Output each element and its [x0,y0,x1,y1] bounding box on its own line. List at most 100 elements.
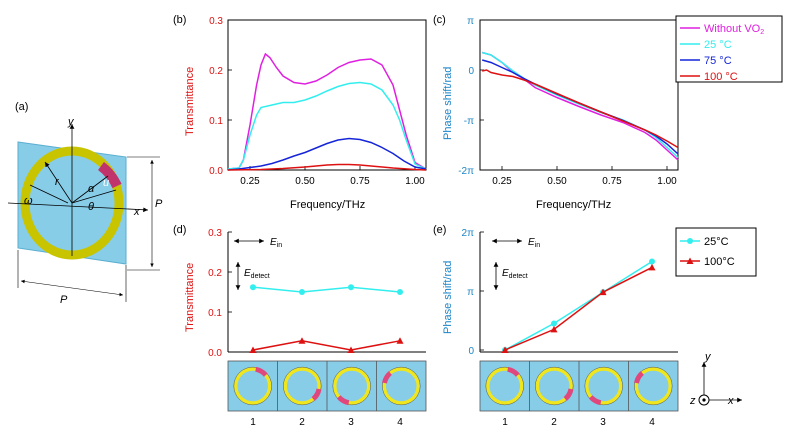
cell-ring-outline [233,366,272,406]
legend-box-e [675,227,757,277]
coord-y-label: y [704,351,712,363]
legend-entry: 100 °C [704,71,738,83]
x-tick-label: 0.50 [295,176,315,187]
cell-vo2-segment [255,366,268,377]
data-point [347,346,355,353]
series-line [227,52,427,170]
panel-e-series [501,258,656,353]
panel-e-unit-cells [479,360,679,412]
x-tick-label: 3 [600,417,606,428]
series-line [481,51,679,161]
panel-b-y-ticks: 0.0 0.1 0.2 0.3 [209,16,232,177]
panel-c-frame [479,19,679,171]
series-line [252,340,401,351]
data-point [298,337,306,344]
data-point [551,320,557,327]
data-point [299,289,305,295]
x-tick-label: 1 [502,417,508,428]
x-tick-label: 4 [649,417,655,428]
legend-subscript: 2 [760,29,764,36]
width-line [29,184,69,204]
angle-line-2 [71,189,117,204]
e-in-label-e: Ein [528,237,540,249]
cell-ring [634,367,672,405]
cell-vo2-segment [311,388,322,401]
y-tick-label: -π [464,116,474,127]
x-tick-label: 4 [397,417,403,428]
panel-e-phase-cells: (e) Phase shift/rad 2π π 0 Ein Edetect 25°… [433,224,757,428]
legend-entry: 25 °C [704,39,732,51]
x-tick-label: 0.25 [492,176,512,187]
panel-a-label: (a) [15,101,28,113]
x-tick-label: 1.00 [657,176,677,187]
x-tick-label: 0.75 [602,176,622,187]
coord-x-label: x [727,395,734,407]
y-tick-label: 0.2 [209,66,223,77]
panel-c-label: (c) [433,14,446,26]
data-point [249,346,257,353]
cell-ring-outline [535,366,574,406]
y-tick-label: 2π [462,228,475,239]
panel-a: (a) y x r α u θ ω P P [7,101,163,306]
panel-c-series [481,51,679,161]
cell-ring-outline [332,366,371,406]
axis-x-label: x [133,206,140,218]
panel-d-y-ticks: 0.0 0.1 0.2 0.3 [208,228,232,359]
data-point [501,346,509,353]
cell-ring [486,367,524,405]
x-tick-label: 3 [348,417,354,428]
series-line [252,286,401,293]
cell-ring-outline [634,366,673,406]
y-tick-label: 0 [468,346,474,357]
p-bottom-label: P [60,294,68,306]
coordinate-system: y x z [689,351,742,407]
alpha-label: α [88,183,95,195]
panel-c-x-ticks: 0.25 0.50 0.75 1.00 [492,166,677,187]
y-tick-label: 0.3 [208,228,222,239]
cell-vo2-segment [588,395,602,406]
x-tick-label: 0.75 [350,176,370,187]
data-point [250,284,256,291]
data-point [649,258,655,265]
data-point [348,284,354,291]
x-tick-label: 0.25 [240,176,260,187]
data-point [397,289,403,295]
legend-entry: Without VO2 [704,23,764,36]
omega-label: ω [24,195,33,207]
cell-ring-outline [584,366,623,406]
panel-c-xlabel: Frequency/THz [536,199,611,211]
cell-ring [333,367,371,405]
panel-b-transmittance-spectrum: (b) Frequency/THz Transmittance 0.25 0.50… [173,14,427,211]
data-point [396,337,404,344]
cell-vo2-segment [507,366,520,377]
cell-ring-outline [283,366,322,406]
series-line [227,137,427,171]
cell-vo2-segment [336,395,350,406]
e-detect-label-e: Edetect [502,268,528,280]
panel-d-unit-cells [227,360,427,412]
series-line [482,69,679,149]
theta-label: θ [88,201,94,213]
x-tick-label: 2 [299,417,305,428]
panel-d-label: (d) [173,224,186,236]
cell-ring [283,367,321,405]
cell-ring-outline [382,366,421,406]
y-tick-label: π [467,16,474,27]
panel-b-frame [227,19,427,171]
panel-d-ylabel: Transmittance [184,263,196,332]
y-tick-label: 0.1 [208,308,222,319]
series-line [481,51,679,159]
series-line [227,81,427,170]
y-tick-label: 0.1 [209,116,223,127]
cell-ring [535,367,573,405]
panel-b-xlabel: Frequency/THz [290,199,365,211]
y-tick-label: 0.3 [209,16,223,27]
panel-e-x-ticks: 1 2 3 4 [502,417,655,428]
legend-entry: 100°C [704,256,735,268]
series-line [504,266,653,351]
y-tick-label: 0 [468,66,474,77]
p-horizontal-arrow [20,279,124,297]
panel-e-ylabel: Phase shift/rad [442,261,454,334]
legend-marker [686,257,694,264]
